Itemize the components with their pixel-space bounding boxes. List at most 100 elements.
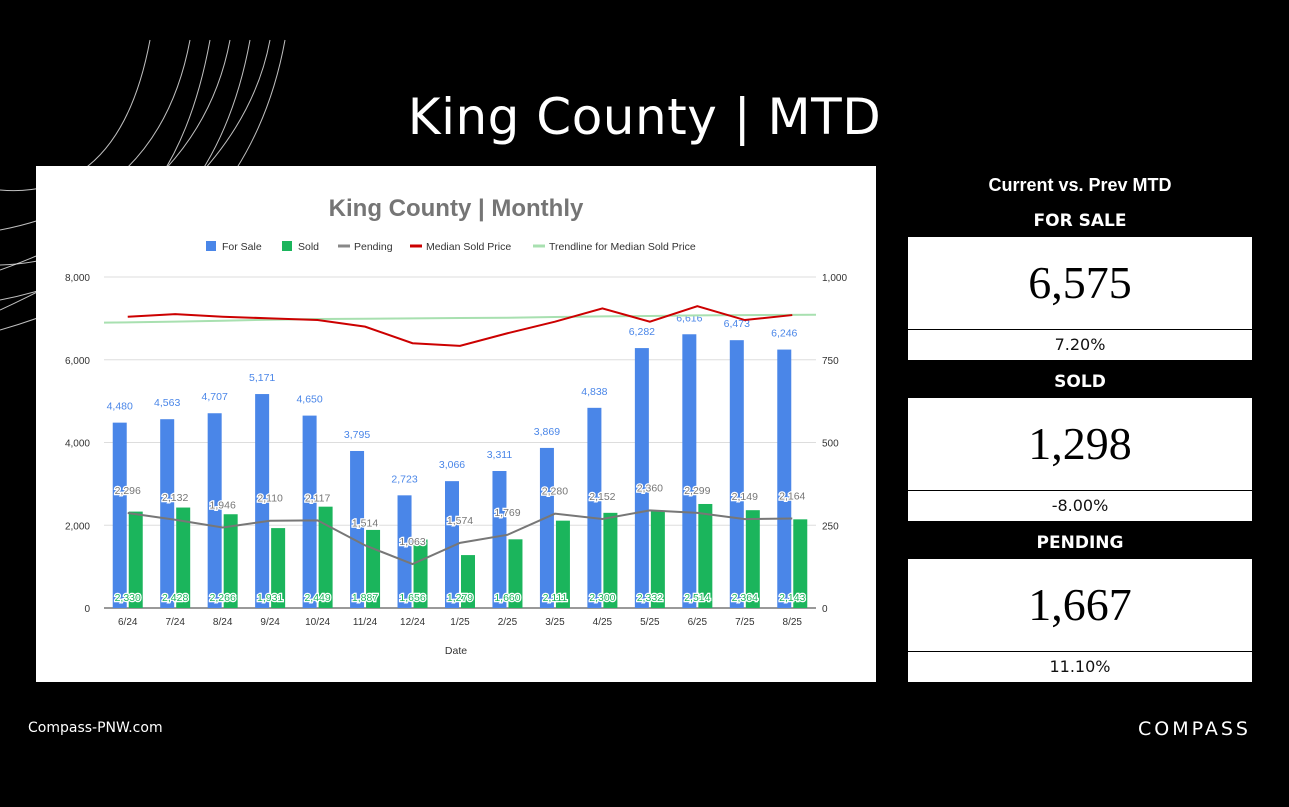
bar-sold xyxy=(650,511,665,608)
data-label-sold: 2,111 xyxy=(543,592,568,604)
x-tick-label: 8/24 xyxy=(213,617,233,628)
data-label-for-sale: 4,563 xyxy=(154,397,180,409)
y2-tick-label: 1,000 xyxy=(822,273,847,284)
bar-for-sale xyxy=(492,471,507,608)
data-label-for-sale: 6,282 xyxy=(629,326,655,338)
data-label-sold: 2,449 xyxy=(304,592,330,604)
data-label-for-sale: 3,311 xyxy=(487,449,513,461)
data-label-pending: 2,296 xyxy=(115,485,141,497)
data-label-pending: 2,360 xyxy=(637,482,663,494)
data-label-pending: 2,149 xyxy=(732,491,758,503)
bar-for-sale xyxy=(634,348,649,608)
x-tick-label: 5/25 xyxy=(640,617,660,628)
y-tick-label: 8,000 xyxy=(65,273,90,284)
bar-for-sale xyxy=(587,407,602,608)
bar-for-sale xyxy=(397,495,412,608)
sold-card: 1,298 -8.00% xyxy=(908,398,1252,521)
legend-swatch xyxy=(206,241,216,251)
data-label-for-sale: 3,795 xyxy=(344,429,370,441)
data-label-pending: 2,117 xyxy=(305,492,331,504)
data-label-pending: 1,514 xyxy=(352,517,378,529)
x-tick-label: 3/25 xyxy=(545,617,565,628)
bar-sold xyxy=(128,511,143,608)
pending-change: 11.10% xyxy=(1049,657,1111,676)
decorative-arc xyxy=(0,39,151,192)
data-label-pending: 2,299 xyxy=(684,485,710,497)
y2-tick-label: 0 xyxy=(822,604,828,615)
pending-label: PENDING xyxy=(1036,533,1124,553)
bar-sold xyxy=(223,514,238,608)
series-line-pending xyxy=(127,509,793,566)
data-label-sold: 2,300 xyxy=(589,592,615,604)
series-line-median-price xyxy=(127,305,793,347)
x-tick-label: 2/25 xyxy=(498,617,518,628)
bar-for-sale xyxy=(112,422,127,608)
data-label-pending: 2,132 xyxy=(162,492,188,504)
sold-label: SOLD xyxy=(1054,372,1106,392)
bar-for-sale xyxy=(207,413,222,608)
bar-sold xyxy=(508,539,523,608)
y-tick-label: 4,000 xyxy=(65,439,90,450)
bar-sold xyxy=(793,519,808,608)
data-label-for-sale: 6,473 xyxy=(724,318,750,330)
bar-for-sale xyxy=(255,394,270,608)
data-label-sold: 1,279 xyxy=(447,592,473,604)
x-tick-label: 8/25 xyxy=(783,617,803,628)
chart-panel: King County | Monthly 0 2,000 4,000 6,000 8,0… xyxy=(36,166,876,682)
data-label-for-sale: 6,616 xyxy=(676,312,702,324)
x-tick-label: 10/24 xyxy=(305,617,330,628)
side-panel-title: Current vs. Prev MTD xyxy=(988,175,1172,195)
data-label-for-sale: 3,066 xyxy=(439,459,465,471)
x-tick-label: 6/25 xyxy=(688,617,708,628)
bar-for-sale xyxy=(777,349,792,608)
x-tick-label: 6/24 xyxy=(118,617,138,628)
x-tick-label: 7/24 xyxy=(165,617,185,628)
x-tick-label: 1/25 xyxy=(450,617,470,628)
chart-title: King County | Monthly xyxy=(329,195,584,222)
sold-change: -8.00% xyxy=(1051,496,1109,515)
data-label-sold: 2,428 xyxy=(162,592,188,604)
data-label-sold: 2,266 xyxy=(210,592,236,604)
bar-for-sale xyxy=(539,447,554,608)
for-sale-value: 6,575 xyxy=(908,237,1252,330)
x-tick-label: 12/24 xyxy=(400,617,425,628)
data-label-pending: 2,164 xyxy=(779,490,805,502)
sold-value: 1,298 xyxy=(908,398,1252,491)
legend-swatch xyxy=(282,241,292,251)
data-label-for-sale: 6,246 xyxy=(771,328,797,340)
data-label-pending: 1,946 xyxy=(210,499,236,511)
data-label-for-sale: 4,838 xyxy=(581,386,607,398)
bar-for-sale xyxy=(160,419,175,608)
data-label-pending: 2,280 xyxy=(542,486,568,498)
data-label-sold: 2,332 xyxy=(637,592,663,604)
data-label-for-sale: 4,707 xyxy=(202,391,228,403)
for-sale-label: FOR SALE xyxy=(1033,211,1127,231)
data-label-sold: 2,514 xyxy=(684,592,710,604)
data-label-pending: 1,769 xyxy=(494,507,520,519)
legend-label: Sold xyxy=(298,241,319,253)
data-label-pending: 1,574 xyxy=(447,515,473,527)
y2-tick-label: 750 xyxy=(822,356,839,367)
y-tick-label: 0 xyxy=(84,604,90,615)
bar-for-sale xyxy=(445,481,459,608)
data-label-sold: 2,330 xyxy=(115,592,141,604)
data-label-sold: 2,364 xyxy=(732,592,758,604)
data-label-sold: 1,660 xyxy=(494,592,520,604)
y2-tick-label: 250 xyxy=(822,521,839,532)
x-tick-label: 11/24 xyxy=(353,617,378,628)
bar-for-sale xyxy=(350,450,365,608)
data-label-sold: 1,931 xyxy=(257,592,283,604)
legend-label: For Sale xyxy=(222,241,262,253)
y-tick-label: 6,000 xyxy=(65,356,90,367)
x-tick-label: 9/24 xyxy=(260,617,280,628)
x-axis-label: Date xyxy=(445,645,467,657)
bar-sold xyxy=(555,520,570,608)
bar-sold xyxy=(461,555,475,608)
bar-sold xyxy=(413,539,428,608)
bar-for-sale xyxy=(302,415,317,608)
data-label-for-sale: 4,480 xyxy=(107,401,133,413)
compass-logo: COMPASS xyxy=(1138,718,1251,740)
data-label-for-sale: 5,171 xyxy=(249,372,275,384)
bar-for-sale xyxy=(729,340,744,608)
bar-for-sale xyxy=(682,334,697,608)
